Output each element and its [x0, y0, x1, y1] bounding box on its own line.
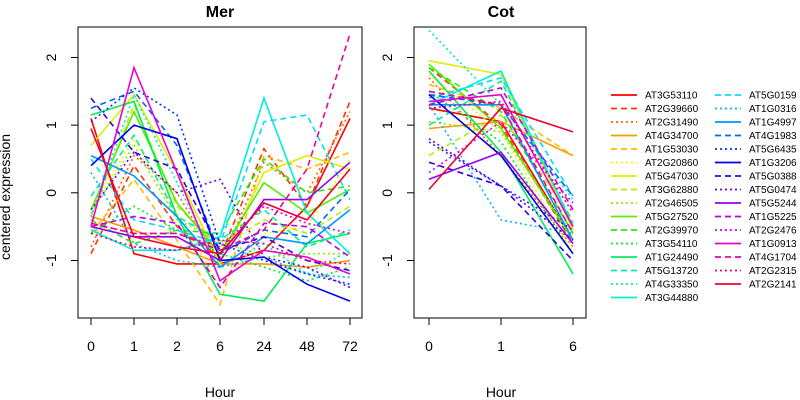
series-line-at1g3206	[90, 124, 351, 302]
panel-title-mer: Mer	[206, 4, 234, 21]
legend-label: AT5G0474	[749, 185, 797, 196]
series-line-at2g2141	[90, 128, 351, 255]
legend-label: AT1G0913	[749, 239, 797, 250]
y-tick-label-cot: 1	[379, 121, 395, 129]
legend-label: AT2G2476	[749, 226, 797, 237]
y-tick-label-mer: 1	[43, 121, 59, 129]
series-line-at3g44880	[428, 69, 574, 227]
legend-label: AT1G53030	[645, 145, 699, 156]
series-line-at1g4997	[90, 154, 351, 269]
y-tick-label-cot: 2	[379, 53, 395, 61]
x-axis-label-cot: Hour	[486, 384, 517, 400]
series-line-at2g39660	[90, 101, 351, 259]
series-line-at1g53030	[90, 151, 351, 307]
series-line-at4g1704	[90, 33, 351, 252]
legend-label: AT5G13720	[645, 266, 699, 277]
x-tick-label-cot: 0	[425, 338, 433, 354]
series-line-at5g0159	[428, 76, 574, 197]
series-line-at2g31490	[428, 77, 574, 248]
x-tick-label-mer: 1	[130, 338, 138, 354]
series-line-at1g0913	[90, 65, 351, 283]
x-tick-label-mer: 2	[173, 338, 181, 354]
series-line-at4g1704	[428, 90, 574, 234]
legend-label: AT5G0388	[749, 172, 797, 183]
y-tick-label-mer: 0	[43, 189, 59, 197]
series-line-at2g2476	[428, 120, 574, 204]
series-line-at5g0474	[428, 138, 574, 241]
legend-label: AT5G0159	[749, 91, 797, 102]
panel-cot: Cot Hour 0 1 6 -1 0 1 2	[379, 4, 587, 400]
series-line-at3g54110	[428, 90, 574, 255]
y-tick-label-cot: -1	[379, 254, 395, 267]
x-tick-label-mer: 0	[87, 338, 95, 354]
legend-label: AT3G54110	[645, 239, 698, 250]
legend-label: AT2G39660	[645, 104, 699, 115]
legend-label: AT5G5244	[749, 199, 797, 210]
legend-label: AT1G3206	[749, 158, 797, 169]
y-tick-label-cot: 0	[379, 189, 395, 197]
x-tick-label-mer: 6	[216, 338, 224, 354]
series-line-at3g62880	[428, 113, 574, 221]
series-line-at5g13720	[90, 133, 351, 248]
legend-label: AT1G4997	[749, 118, 797, 129]
y-axis-label: centered expression	[0, 134, 13, 260]
legend-label: AT3G62880	[645, 185, 699, 196]
series-line-at5g47030	[90, 93, 351, 266]
series-line-at5g6435	[428, 141, 574, 231]
legend-label: AT3G44880	[645, 293, 699, 304]
y-tick-label-mer: -1	[43, 254, 59, 267]
series-line-at5g0388	[428, 161, 574, 262]
legend-label: AT2G46505	[645, 199, 699, 210]
series-line-at3g44880	[90, 95, 351, 255]
series-line-at3g62880	[90, 102, 351, 248]
series-line-at5g6435	[90, 86, 351, 285]
x-tick-label-mer: 72	[342, 338, 358, 354]
series-line-at2g2315	[90, 232, 351, 265]
legend-label: AT2G39970	[645, 226, 699, 237]
legend-label: AT4G34700	[645, 131, 699, 142]
legend-label: AT5G27520	[645, 212, 699, 223]
legend-label: AT4G1983	[749, 131, 797, 142]
legend-label: AT3G53110	[645, 91, 698, 102]
legend: AT3G53110 AT2G39660 AT2G31490 AT4G34700 AT1G…	[611, 91, 797, 304]
series-line-at1g0316	[428, 104, 574, 235]
series-line-at5g5244	[428, 151, 574, 245]
series-line-at1g5225	[90, 215, 351, 289]
series-line-at1g24490	[90, 100, 351, 302]
series-line-at5g27520	[428, 63, 574, 241]
x-tick-label-cot: 1	[497, 338, 505, 354]
legend-label: AT1G24490	[645, 253, 699, 264]
legend-label: AT5G6435	[749, 145, 797, 156]
series-line-at1g0913	[428, 93, 574, 227]
legend-label: AT1G0316	[749, 104, 797, 115]
series-line-at2g39970	[428, 66, 574, 234]
legend-label: AT2G31490	[645, 118, 699, 129]
panel-mer: Mer Hour 0 1 2 6 24 48 72 -1 0 1 2	[43, 4, 363, 400]
y-tick-label-mer: 2	[43, 53, 59, 61]
legend-label: AT1G5225	[749, 212, 797, 223]
series-line-at2g2141	[428, 107, 574, 190]
x-tick-label-cot: 6	[569, 338, 577, 354]
series-line-at4g34700	[428, 120, 574, 157]
legend-label: AT4G1704	[749, 253, 797, 264]
series-line-at5g47030	[428, 60, 574, 231]
series-line-at2g2315	[428, 100, 574, 214]
x-tick-label-mer: 48	[299, 338, 315, 354]
x-axis-label-mer: Hour	[205, 384, 236, 400]
x-tick-label-mer: 24	[256, 338, 272, 354]
series-line-at2g46505	[90, 143, 350, 258]
legend-label: AT2G2141	[749, 280, 797, 291]
series-line-at2g20860	[90, 137, 351, 289]
plot-frame-cot	[413, 26, 587, 319]
legend-label: AT2G2315	[749, 266, 797, 277]
series-line-at3g54110	[90, 205, 351, 282]
legend-label: AT5G47030	[645, 172, 699, 183]
series-line-at1g3206	[428, 94, 574, 255]
legend-label: AT4G33350	[645, 280, 699, 291]
series-line-at5g0388	[90, 97, 351, 272]
legend-label: AT2G20860	[645, 158, 699, 169]
panel-title-cot: Cot	[488, 4, 515, 21]
series-line-at5g0474	[90, 151, 351, 289]
